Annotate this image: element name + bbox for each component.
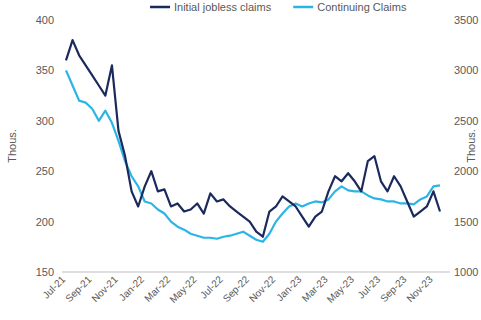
x-tick-label: Nov-21: [89, 273, 120, 304]
y2-tick-label: 1500: [454, 216, 478, 228]
y-tick-label: 150: [36, 266, 54, 278]
y2-tick-label: 3000: [454, 64, 478, 76]
legend-swatch: [150, 6, 170, 9]
legend-label: Initial jobless claims: [174, 1, 272, 13]
y-tick-label: 250: [36, 165, 54, 177]
chart: 150 200 250 300 350 400 1000 1500 2000 2500 3000 35…: [0, 0, 481, 320]
series-line: [66, 70, 440, 241]
y-tick-label: 400: [36, 14, 54, 26]
legend-swatch: [293, 6, 313, 9]
y2-tick-label: 2500: [454, 115, 478, 127]
y2-tick-label: 3500: [454, 14, 478, 26]
y-axis-label: Thous.: [6, 129, 18, 163]
x-tick-label: Nov-22: [247, 273, 278, 304]
x-tick-label: Jan-23: [274, 273, 304, 303]
series-line: [66, 40, 440, 237]
x-tick-label: Sep-22: [221, 273, 252, 304]
x-tick-label: Sep-21: [63, 273, 94, 304]
y-tick-label: 350: [36, 64, 54, 76]
legend-label: Continuing Claims: [317, 1, 407, 13]
x-tick-label: May-22: [167, 273, 199, 305]
y2-axis-label: Thous.: [465, 129, 477, 163]
x-tick-label: Sep-23: [378, 273, 409, 304]
x-tick-label: Nov-23: [404, 273, 435, 304]
plot-area: [66, 40, 440, 242]
y2-tick-label: 1000: [454, 266, 478, 278]
y-tick-label: 300: [36, 115, 54, 127]
x-tick-label: May-23: [325, 273, 357, 305]
x-tick-label: Jan-22: [117, 273, 147, 303]
y-tick-label: 200: [36, 216, 54, 228]
x-axis-line: [62, 272, 450, 273]
y2-tick-label: 2000: [454, 165, 478, 177]
